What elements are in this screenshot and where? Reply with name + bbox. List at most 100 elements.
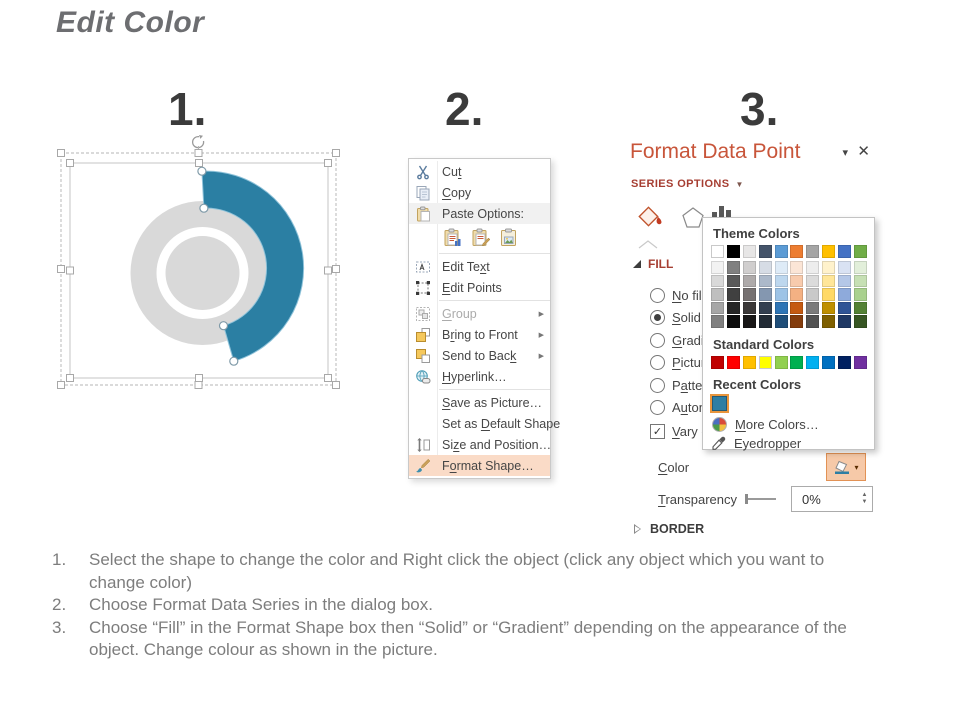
radio-selected-icon[interactable]	[650, 310, 665, 326]
recent-color-swatch-selected[interactable]	[710, 393, 729, 413]
theme-variant-swatch[interactable]	[853, 301, 867, 315]
menu-item-copy[interactable]: Copy	[409, 182, 550, 203]
menu-item-send-to-back[interactable]: Send to Back ▶	[409, 345, 550, 366]
transparency-slider[interactable]	[745, 494, 776, 504]
radio-unselected-icon[interactable]	[650, 332, 665, 348]
theme-variant-swatch[interactable]	[742, 301, 756, 315]
theme-variant-swatch[interactable]	[822, 274, 836, 288]
theme-variant-swatch[interactable]	[742, 261, 756, 274]
theme-variant-swatch[interactable]	[774, 288, 788, 301]
theme-variant-swatch[interactable]	[742, 274, 756, 288]
slider-thumb[interactable]	[745, 494, 748, 504]
theme-variant-swatch[interactable]	[726, 315, 740, 328]
theme-variant-swatch[interactable]	[838, 315, 851, 328]
theme-variant-swatch[interactable]	[838, 288, 851, 301]
paste-merge-formatting-icon[interactable]	[470, 227, 491, 248]
radio-unselected-icon[interactable]	[650, 355, 665, 371]
theme-variant-swatch[interactable]	[822, 301, 836, 315]
menu-item-paste-options[interactable]: Paste Options:	[409, 203, 550, 224]
theme-variant-swatch[interactable]	[774, 301, 788, 315]
theme-color-swatch[interactable]	[711, 245, 724, 258]
menu-item-set-as-default-shape[interactable]: Set as Default Shape	[409, 413, 560, 434]
theme-variant-swatch[interactable]	[822, 261, 836, 274]
theme-variant-swatch[interactable]	[711, 288, 724, 301]
theme-variant-swatch[interactable]	[790, 261, 804, 274]
theme-variant-swatch[interactable]	[806, 261, 820, 274]
theme-variant-swatch[interactable]	[711, 274, 724, 288]
radio-unselected-icon[interactable]	[650, 377, 665, 393]
transparency-value[interactable]: 0%	[802, 491, 821, 507]
selected-data-point-arc[interactable]	[201, 170, 305, 362]
theme-variant-swatch[interactable]	[806, 288, 820, 301]
fill-color-button[interactable]: ▾	[826, 453, 866, 481]
fill-option-no-fill[interactable]: No fill	[650, 284, 787, 307]
theme-variant-swatch[interactable]	[758, 288, 772, 301]
theme-variant-swatch[interactable]	[758, 274, 772, 288]
paste-picture-icon[interactable]	[498, 227, 519, 248]
theme-color-swatch[interactable]	[806, 245, 820, 258]
menu-item-hyperlink[interactable]: Hyperlink…	[409, 366, 550, 387]
theme-variant-swatch[interactable]	[774, 315, 788, 328]
menu-item-size-and-position[interactable]: Size and Position…	[409, 434, 551, 455]
theme-variant-swatch[interactable]	[853, 315, 867, 328]
standard-color-swatch[interactable]	[790, 355, 804, 369]
transparency-value-box[interactable]: 0% ▲ ▼	[791, 486, 873, 512]
menu-item-cut[interactable]: Cut	[409, 161, 550, 182]
standard-color-swatch[interactable]	[758, 355, 772, 369]
spin-down-icon[interactable]: ▼	[861, 499, 868, 505]
theme-variant-swatch[interactable]	[774, 274, 788, 288]
theme-variant-swatch[interactable]	[726, 301, 740, 315]
checkbox-checked-icon[interactable]: ✓	[650, 423, 665, 439]
theme-color-swatch[interactable]	[838, 245, 851, 258]
theme-color-swatch[interactable]	[726, 245, 740, 258]
theme-variant-swatch[interactable]	[711, 261, 724, 274]
radio-unselected-icon[interactable]	[650, 400, 665, 416]
standard-color-swatch[interactable]	[838, 355, 851, 369]
theme-variant-swatch[interactable]	[790, 274, 804, 288]
panel-dropdown-icon[interactable]: ▾	[842, 147, 848, 159]
theme-variant-swatch[interactable]	[711, 301, 724, 315]
spinner-arrows[interactable]: ▲ ▼	[857, 487, 872, 511]
border-section-header[interactable]: BORDER	[634, 522, 704, 536]
theme-variant-swatch[interactable]	[726, 274, 740, 288]
menu-item-edit-points[interactable]: Edit Points	[409, 277, 550, 298]
theme-color-swatch[interactable]	[853, 245, 867, 258]
standard-color-swatch[interactable]	[853, 355, 867, 369]
radio-unselected-icon[interactable]	[650, 287, 665, 303]
theme-variant-swatch[interactable]	[838, 261, 851, 274]
theme-color-swatch[interactable]	[774, 245, 788, 258]
fill-section-header[interactable]: FILL	[633, 257, 673, 271]
theme-variant-swatch[interactable]	[774, 261, 788, 274]
menu-item-bring-to-front[interactable]: Bring to Front ▶	[409, 324, 550, 345]
theme-color-swatch[interactable]	[790, 245, 804, 258]
close-icon[interactable]: ✕	[857, 143, 870, 160]
menu-item-save-as-picture[interactable]: Save as Picture…	[409, 392, 550, 413]
theme-variant-swatch[interactable]	[742, 288, 756, 301]
menu-item-format-shape[interactable]: Format Shape…	[409, 455, 550, 476]
theme-variant-swatch[interactable]	[758, 261, 772, 274]
donut-center-disk[interactable]	[165, 236, 240, 310]
theme-variant-swatch[interactable]	[742, 315, 756, 328]
selection-handles[interactable]	[57, 149, 340, 389]
standard-color-swatch[interactable]	[774, 355, 788, 369]
spin-up-icon[interactable]: ▲	[861, 492, 868, 498]
theme-variant-swatch[interactable]	[822, 288, 836, 301]
arc-point-handles[interactable]	[197, 166, 239, 366]
standard-color-swatch[interactable]	[742, 355, 756, 369]
theme-variant-swatch[interactable]	[838, 274, 851, 288]
eyedropper-item[interactable]: Eyedropper	[712, 434, 866, 453]
theme-color-swatch[interactable]	[758, 245, 772, 258]
theme-variant-swatch[interactable]	[726, 261, 740, 274]
menu-item-group[interactable]: Group ▶	[409, 303, 550, 324]
theme-color-swatch[interactable]	[822, 245, 836, 258]
theme-variant-swatch[interactable]	[726, 288, 740, 301]
standard-color-swatch[interactable]	[726, 355, 740, 369]
series-options-header[interactable]: SERIES OPTIONS ▼	[631, 178, 744, 190]
more-colors-item[interactable]: More Colors…	[712, 415, 866, 434]
theme-variant-swatch[interactable]	[822, 315, 836, 328]
theme-variant-swatch[interactable]	[758, 301, 772, 315]
theme-variant-swatch[interactable]	[758, 315, 772, 328]
selected-donut-chart[interactable]	[55, 135, 355, 395]
theme-variant-swatch[interactable]	[790, 315, 804, 328]
fill-line-bucket-icon[interactable]	[634, 202, 666, 239]
